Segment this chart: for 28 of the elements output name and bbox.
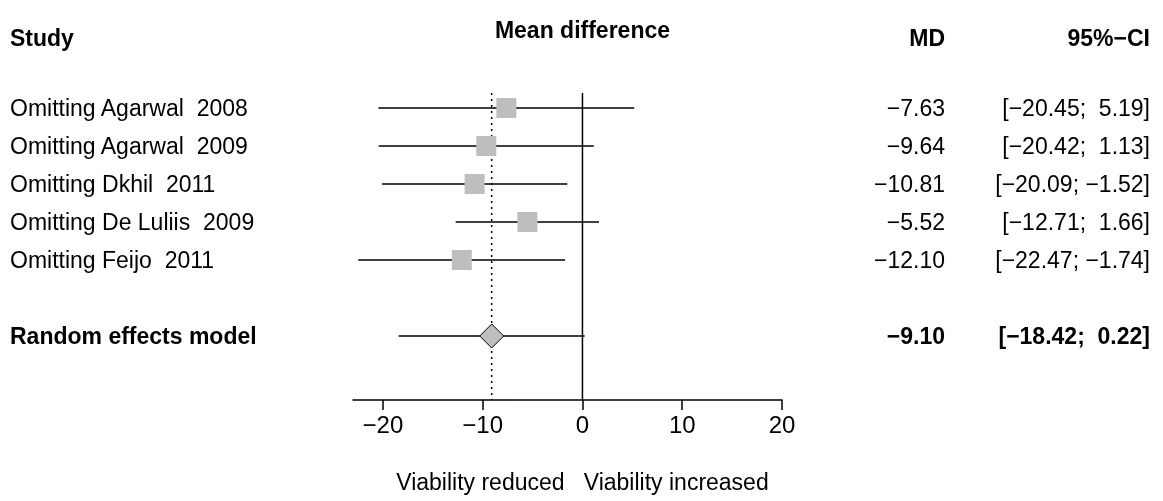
text: −10.81 [−20.09; −1.52]	[874, 171, 1150, 197]
point	[451, 250, 472, 270]
chart-title: Mean difference	[494, 17, 671, 43]
x-tick-label: −20	[362, 410, 404, 438]
text: MD	[909, 25, 945, 51]
y-tick-label: Omitting Dkhil 2011	[10, 171, 216, 197]
point	[479, 323, 505, 349]
text: 95%−CI	[1067, 25, 1150, 51]
point	[517, 212, 538, 232]
text: −9.10 [−18.42; 0.22]	[886, 323, 1150, 349]
x-tick-label: 20	[768, 410, 796, 438]
text: −12.10 [−22.47; −1.74]	[874, 247, 1150, 273]
x-tick-label: −10	[462, 410, 504, 438]
x-tick-label: 0	[575, 410, 590, 438]
point	[464, 174, 485, 194]
y-tick-label: Omitting De Luliis 2009	[10, 209, 255, 235]
y-tick-label: Random effects model	[10, 323, 257, 349]
point	[476, 136, 497, 156]
y-axis-title: Study	[10, 25, 75, 51]
x-axis-title: Viability reduced Viability increased	[396, 469, 769, 495]
text: −7.63 [−20.45; 5.19]	[886, 95, 1150, 121]
y-tick-label: Omitting Agarwal 2008	[10, 95, 248, 121]
text: −5.52 [−12.71; 1.66]	[886, 209, 1150, 235]
y-tick-label: Omitting Agarwal 2009	[10, 133, 248, 159]
point	[496, 98, 517, 118]
text: −9.64 [−20.42; 1.13]	[886, 133, 1150, 159]
y-tick-label: Omitting Feijo 2011	[10, 247, 215, 273]
x-tick-label: 10	[668, 410, 696, 438]
